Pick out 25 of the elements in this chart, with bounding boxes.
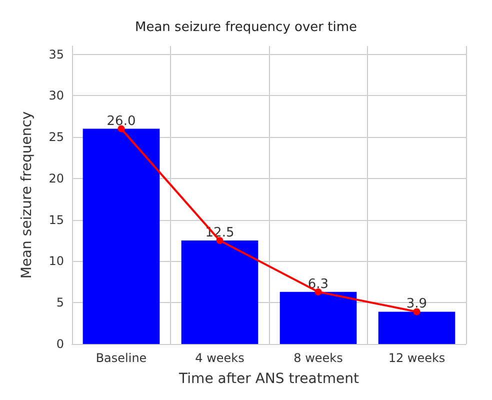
y-tick-label: 10 [48,254,64,268]
y-tick-label: 30 [48,88,64,103]
x-tick-label: Baseline [96,351,147,365]
y-tick-label: 20 [48,171,64,186]
y-tick-label: 35 [48,47,64,62]
data-label: 26.0 [106,114,136,129]
data-label: 6.3 [308,276,329,292]
data-label: 3.9 [406,296,428,312]
y-tick-label: 5 [56,296,64,310]
x-axis-title: Time after ANS treatment [178,371,360,387]
bar [82,128,160,344]
bar [181,240,258,344]
y-tick-label: 15 [48,212,64,227]
x-tick-label: 8 weeks [294,351,343,365]
y-tick-label: 0 [56,337,64,351]
x-tick-label: 4 weeks [195,351,244,365]
point [314,288,322,296]
bar [378,312,456,344]
y-tick-label: 25 [48,130,64,144]
y-axis-title: Mean seizure frequency [19,111,35,279]
point [118,125,125,132]
point [413,308,420,316]
x-tick-label: 12 weeks [388,351,446,365]
bar [280,292,357,344]
chart-title: Mean seizure frequency over time [134,20,358,35]
